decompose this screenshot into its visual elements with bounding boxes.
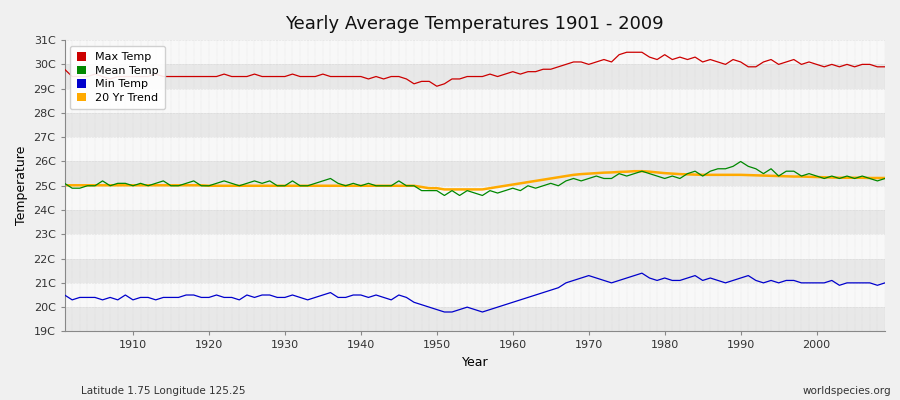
Bar	[65, 89, 885, 113]
Bar	[65, 40, 885, 64]
Text: Latitude 1.75 Longitude 125.25: Latitude 1.75 Longitude 125.25	[81, 386, 246, 396]
X-axis label: Year: Year	[462, 356, 488, 369]
Bar	[65, 234, 885, 258]
Bar	[65, 210, 885, 234]
Title: Yearly Average Temperatures 1901 - 2009: Yearly Average Temperatures 1901 - 2009	[285, 15, 664, 33]
Y-axis label: Temperature: Temperature	[15, 146, 28, 226]
Bar	[65, 64, 885, 89]
Bar	[65, 162, 885, 186]
Bar	[65, 283, 885, 307]
Bar	[65, 307, 885, 332]
Bar	[65, 137, 885, 162]
Bar	[65, 113, 885, 137]
Bar	[65, 258, 885, 283]
Text: worldspecies.org: worldspecies.org	[803, 386, 891, 396]
Legend: Max Temp, Mean Temp, Min Temp, 20 Yr Trend: Max Temp, Mean Temp, Min Temp, 20 Yr Tre…	[70, 46, 165, 110]
Bar	[65, 186, 885, 210]
